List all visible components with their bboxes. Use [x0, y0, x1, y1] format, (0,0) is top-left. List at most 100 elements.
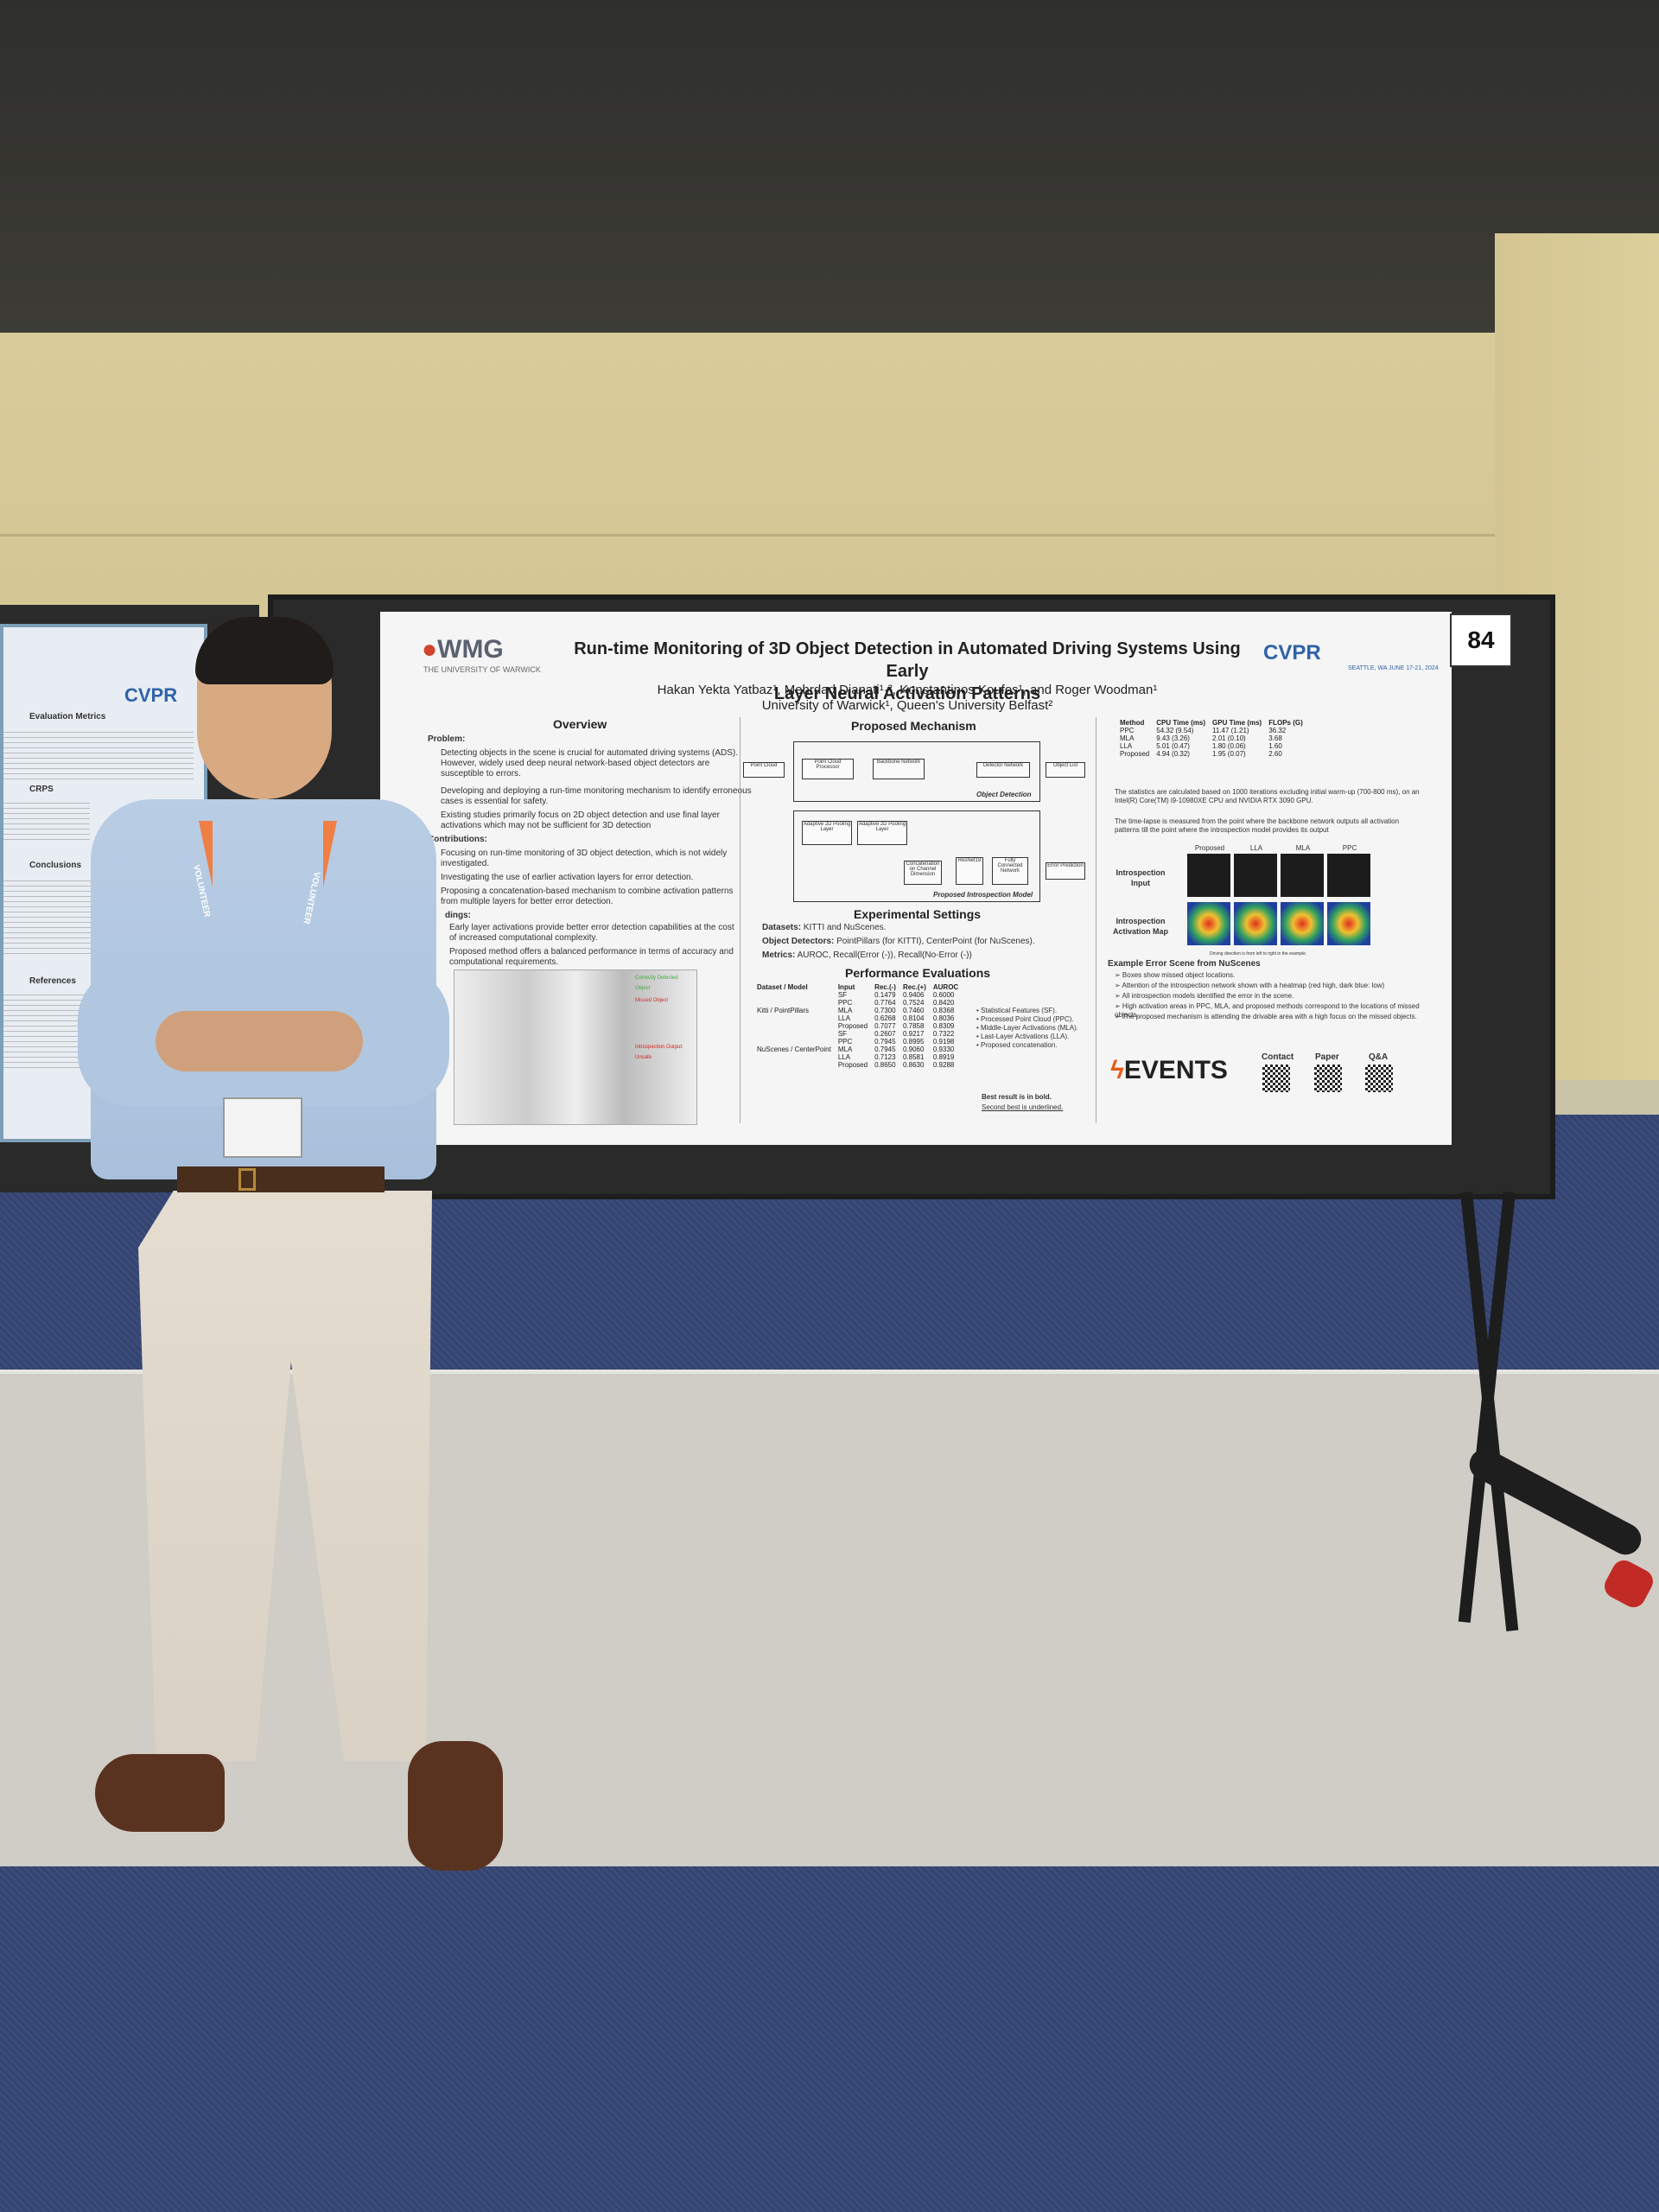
performance-note: • Last-Layer Activations (LLA). — [976, 1033, 1070, 1040]
table-row: LLA 0.7123 0.8581 0.8919 — [753, 1053, 962, 1061]
table-row: Proposed 4.94 (0.32) 1.95 (0.07) 2.60 — [1116, 750, 1306, 758]
performance-notes: • Statistical Features (SF). • Processed … — [976, 1007, 1089, 1050]
table-cell: 0.8919 — [932, 1053, 955, 1061]
performance-table: Dataset / Model Input Rec.(-) Rec.(+) AUROC S… — [753, 983, 962, 1069]
table-cell: 0.7764 — [874, 999, 896, 1007]
diagram-box: Adaptive 2D Pooling Layer — [802, 821, 852, 845]
wall-panel-line — [0, 534, 1495, 537]
table-cell: 0.7322 — [932, 1030, 955, 1038]
performance-note: • Statistical Features (SF). — [976, 1007, 1058, 1014]
table-cell — [753, 1061, 835, 1069]
name-badge — [223, 1097, 302, 1158]
table-cell — [753, 1022, 835, 1030]
diagram-box: Adaptive 2D Pooling Layer — [857, 821, 907, 845]
events-logo: ϟEVENTS — [1110, 1056, 1228, 1084]
diagram-box: Backbone Network — [873, 759, 925, 779]
object-detection-block — [793, 741, 1040, 802]
activation-heatmap — [1187, 902, 1230, 945]
introspection-output-label: Introspection Output: Unsafe — [635, 1045, 683, 1060]
grid-row-label: Introspection Activation Map — [1112, 917, 1168, 936]
table-cell: LLA — [1120, 742, 1133, 750]
table-header: Method — [1120, 719, 1145, 727]
table-cell: 2.01 (0.10) — [1212, 734, 1246, 742]
table-cell: LLA — [837, 1053, 851, 1061]
table-cell: Proposed — [837, 1061, 868, 1069]
contribution-item: Focusing on run-time monitoring of 3D ob… — [441, 849, 728, 868]
table-cell: 0.8104 — [902, 1014, 925, 1022]
table-row: Kitti / PointPillars MLA 0.7300 0.7460 0.836… — [753, 1007, 962, 1014]
poster-affiliations: University of Warwick¹, Queen's Universi… — [761, 698, 1053, 713]
person-hands — [156, 1011, 363, 1071]
table-cell: 0.8995 — [902, 1038, 925, 1046]
introspection-block — [793, 810, 1040, 902]
settings-heading: Experimental Settings — [854, 907, 982, 921]
table-cell: SF — [837, 1030, 848, 1038]
problem-item: Existing studies primarily focus on 2D o… — [441, 810, 720, 830]
table-cell: 0.9060 — [902, 1046, 925, 1053]
table-cell: MLA — [1120, 734, 1135, 742]
performance-note: • Middle-Layer Activations (MLA). — [976, 1024, 1078, 1032]
table-header: GPU Time (ms) — [1212, 719, 1262, 727]
timing-note: The statistics are calculated based on 1… — [1115, 788, 1420, 804]
grid-caption: Driving direction is from left to right … — [1210, 951, 1307, 957]
timing-table: Method CPU Time (ms) GPU Time (ms) FLOPs (G… — [1116, 719, 1306, 758]
table-cell: 0.1479 — [874, 991, 896, 999]
table-header: Input — [837, 983, 855, 991]
table-cell — [753, 991, 835, 999]
table-cell: 0.7524 — [902, 999, 925, 1007]
diagram-box: Point Cloud Processor — [802, 759, 854, 779]
diagram-box: ResNet18 — [956, 857, 983, 885]
table-row: MLA 9.43 (3.26) 2.01 (0.10) 3.68 — [1116, 734, 1306, 742]
table-cell: Proposed — [1120, 750, 1150, 758]
performance-note: • Processed Point Cloud (PPC). — [976, 1015, 1074, 1023]
performance-heading: Performance Evaluations — [845, 966, 991, 980]
contributions-label: Contributions: — [428, 835, 487, 844]
point-cloud-example-image — [454, 969, 697, 1125]
table-cell: 0.7300 — [874, 1007, 896, 1014]
qa-qr-code — [1365, 1065, 1393, 1092]
diagram-box: Point Cloud — [743, 762, 785, 778]
table-cell: MLA — [837, 1007, 853, 1014]
table-cell: 3.68 — [1268, 734, 1282, 742]
table-cell: 9.43 (3.26) — [1156, 734, 1190, 742]
introspection-input-image — [1327, 854, 1370, 897]
metrics-line: Metrics: AUROC, Recall(Error (-)), Recal… — [762, 950, 972, 960]
table-cell — [753, 1030, 835, 1038]
table-cell: 11.47 (1.21) — [1212, 727, 1249, 734]
person-belt — [177, 1166, 385, 1192]
left-poster-section: CRPS — [29, 785, 54, 794]
introspection-input-image — [1187, 854, 1230, 897]
table-header: FLOPs (G) — [1268, 719, 1303, 727]
table-cell: Kitti / PointPillars — [757, 1007, 810, 1014]
table-cell: 0.2607 — [874, 1030, 896, 1038]
table-row: SF 0.2607 0.9217 0.7322 — [753, 1030, 962, 1038]
table-cell: NuScenes / CenterPoint — [757, 1046, 831, 1053]
introspection-input-image — [1281, 854, 1324, 897]
wmg-logo: ●WMG — [422, 635, 504, 664]
table-cell: 1.80 (0.06) — [1212, 742, 1246, 750]
table-header: Rec.(+) — [902, 983, 926, 991]
findings-label: dings: — [445, 911, 471, 920]
table-row: PPC 54.32 (9.54) 11.47 (1.21) 36.32 — [1116, 727, 1306, 734]
second-note: Second best is underlined. — [982, 1103, 1064, 1111]
error-scene-item: ➢ All introspection models identified th… — [1115, 992, 1294, 1000]
problem-label: Problem: — [428, 734, 466, 744]
grid-row-label: Introspection Input — [1116, 868, 1166, 887]
table-cell: 0.8630 — [902, 1061, 925, 1069]
diagram-box: Fully Connected Network — [992, 857, 1028, 885]
person-right-shoe — [408, 1741, 503, 1871]
table-header: Rec.(-) — [874, 983, 896, 991]
table-row: NuScenes / CenterPoint MLA 0.7945 0.9060 0.9… — [753, 1046, 962, 1053]
table-header: Dataset / Model — [757, 983, 808, 991]
belt-buckle — [238, 1168, 256, 1191]
table-cell: 0.8309 — [932, 1022, 955, 1030]
table-cell: 0.9198 — [932, 1038, 955, 1046]
table-cell: 1.95 (0.07) — [1212, 750, 1246, 758]
table-cell: 0.8420 — [932, 999, 955, 1007]
table-cell: 0.8036 — [932, 1014, 955, 1022]
table-cell: 0.7945 — [874, 1038, 896, 1046]
table-cell: 0.8581 — [902, 1053, 925, 1061]
table-cell — [753, 1038, 835, 1046]
table-row: LLA 0.6268 0.8104 0.8036 — [753, 1014, 962, 1022]
table-cell: 1.60 — [1268, 742, 1282, 750]
